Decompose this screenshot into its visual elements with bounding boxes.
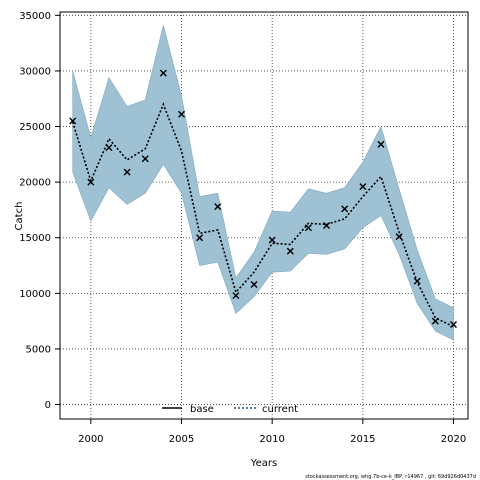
- observed-point: [105, 144, 113, 152]
- observed-point: [304, 224, 312, 232]
- y-tick-label: 35000: [19, 11, 51, 22]
- confidence-band: [72, 25, 454, 341]
- y-tick-label: 10000: [19, 289, 51, 300]
- observed-point: [177, 110, 185, 118]
- observed-points-layer: [69, 69, 457, 328]
- legend-label-current: current: [262, 404, 298, 415]
- y-axis-title: Catch: [14, 202, 25, 231]
- observed-point: [359, 183, 367, 191]
- observed-point: [250, 280, 258, 288]
- y-tick-label: 20000: [19, 178, 51, 189]
- observed-point: [268, 236, 276, 244]
- legend: base current: [162, 404, 298, 415]
- x-tick-label: 2000: [78, 434, 103, 445]
- x-tick-label: 2010: [259, 434, 284, 445]
- observed-point: [323, 222, 331, 230]
- y-tick-label: 5000: [26, 344, 51, 355]
- y-tick-label: 25000: [19, 122, 51, 133]
- observed-point: [196, 234, 204, 242]
- legend-label-base: base: [190, 404, 214, 415]
- grid: [60, 12, 468, 419]
- observed-point: [449, 320, 457, 328]
- observed-point: [159, 69, 167, 77]
- footnote: stockassessment.org, whg.7b-ce-k_IBP, r1…: [305, 474, 476, 480]
- observed-point: [214, 203, 222, 211]
- observed-point: [377, 140, 385, 148]
- x-tick-label: 2015: [350, 434, 375, 445]
- x-axis-ticks: 2000 2005 2010 2015 2020: [78, 419, 466, 445]
- y-tick-label: 0: [45, 400, 51, 411]
- plot-frame: [59, 11, 469, 420]
- y-tick-label: 30000: [19, 66, 51, 77]
- observed-point: [413, 277, 421, 285]
- x-tick-label: 2020: [441, 434, 466, 445]
- observed-point: [395, 233, 403, 241]
- y-axis-ticks: 0 5000 10000 15000 20000 25000 30000 35000: [19, 11, 60, 411]
- observed-point: [69, 117, 77, 125]
- confidence-band-layer: [72, 25, 454, 341]
- observed-point: [123, 168, 131, 176]
- observed-point: [232, 292, 240, 300]
- observed-point: [341, 205, 349, 213]
- observed-point: [141, 155, 149, 163]
- observed-point: [431, 317, 439, 325]
- observed-point: [286, 247, 294, 255]
- x-axis-title: Years: [250, 458, 277, 469]
- x-tick-label: 2005: [169, 434, 194, 445]
- y-tick-label: 15000: [19, 233, 51, 244]
- observed-point: [87, 178, 95, 186]
